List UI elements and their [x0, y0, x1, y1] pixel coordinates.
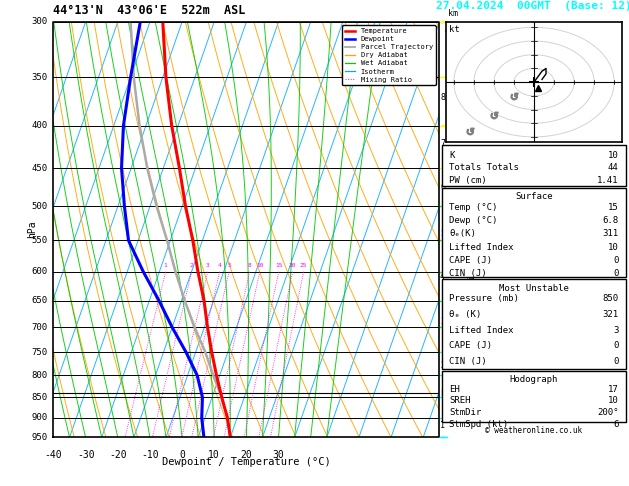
Legend: Temperature, Dewpoint, Parcel Trajectory, Dry Adiabat, Wet Adiabat, Isotherm, Mi: Temperature, Dewpoint, Parcel Trajectory…	[342, 25, 436, 86]
Bar	[442, 188, 626, 278]
Text: 750: 750	[31, 347, 48, 357]
Text: 8: 8	[440, 93, 445, 102]
Text: km: km	[448, 9, 458, 17]
Text: 2: 2	[190, 263, 194, 268]
Text: 0: 0	[613, 357, 618, 366]
Text: 7: 7	[440, 139, 445, 148]
Text: 44: 44	[608, 163, 618, 172]
Text: 200°: 200°	[597, 408, 618, 417]
Text: 600: 600	[31, 267, 48, 276]
Text: Lifted Index: Lifted Index	[450, 243, 514, 252]
Text: hPa: hPa	[27, 221, 37, 239]
Text: CAPE (J): CAPE (J)	[450, 341, 493, 350]
Text: CIN (J): CIN (J)	[450, 357, 487, 366]
Text: Hodograph: Hodograph	[510, 375, 558, 384]
Text: 4: 4	[218, 263, 221, 268]
Text: 3: 3	[206, 263, 209, 268]
Text: 0: 0	[613, 256, 618, 265]
Text: 311: 311	[603, 229, 618, 238]
Text: 850: 850	[31, 393, 48, 402]
Text: -30: -30	[77, 450, 94, 460]
Text: 4: 4	[440, 272, 445, 281]
Text: 350: 350	[31, 73, 48, 82]
Text: 5: 5	[227, 263, 231, 268]
Bar	[442, 279, 626, 369]
Text: StmDir: StmDir	[450, 408, 482, 417]
Text: -20: -20	[109, 450, 126, 460]
Text: 15: 15	[608, 203, 618, 211]
Text: 950: 950	[31, 433, 48, 442]
Bar	[442, 371, 626, 422]
Text: 0: 0	[613, 269, 618, 278]
Bar	[442, 145, 626, 186]
Text: 20: 20	[289, 263, 296, 268]
Text: 6.8: 6.8	[603, 216, 618, 225]
Text: Totals Totals: Totals Totals	[450, 163, 520, 172]
Text: 2: 2	[440, 361, 445, 370]
Text: 5: 5	[440, 229, 445, 238]
Text: 10: 10	[608, 151, 618, 160]
Text: 10: 10	[256, 263, 264, 268]
Text: PW (cm): PW (cm)	[450, 175, 487, 185]
Text: 850: 850	[603, 294, 618, 303]
Text: 0: 0	[613, 341, 618, 350]
Text: 800: 800	[31, 371, 48, 380]
Text: Most Unstable: Most Unstable	[499, 284, 569, 293]
Text: 17: 17	[608, 384, 618, 394]
Text: 6: 6	[613, 419, 618, 429]
Text: Mixing Ratio (g/kg): Mixing Ratio (g/kg)	[468, 207, 477, 295]
Text: 10: 10	[608, 396, 618, 405]
Text: Temp (°C): Temp (°C)	[450, 203, 498, 211]
Text: 8: 8	[248, 263, 252, 268]
Text: K: K	[450, 151, 455, 160]
Text: © weatheronline.co.uk: © weatheronline.co.uk	[486, 426, 582, 435]
Text: 6: 6	[440, 183, 445, 192]
Text: 321: 321	[603, 310, 618, 319]
X-axis label: Dewpoint / Temperature (°C): Dewpoint / Temperature (°C)	[162, 457, 331, 467]
Text: Pressure (mb): Pressure (mb)	[450, 294, 520, 303]
Text: 30: 30	[272, 450, 284, 460]
Text: 650: 650	[31, 296, 48, 305]
Text: CIN (J): CIN (J)	[450, 269, 487, 278]
Text: 15: 15	[275, 263, 282, 268]
Text: 20: 20	[240, 450, 252, 460]
Text: Dewp (°C): Dewp (°C)	[450, 216, 498, 225]
Text: 10: 10	[608, 243, 618, 252]
Text: StmSpd (kt): StmSpd (kt)	[450, 419, 509, 429]
Text: 450: 450	[31, 163, 48, 173]
Text: 1: 1	[164, 263, 167, 268]
Text: 300: 300	[31, 17, 48, 26]
Text: -40: -40	[45, 450, 62, 460]
Text: 400: 400	[31, 121, 48, 130]
Text: 900: 900	[31, 414, 48, 422]
Text: Lifted Index: Lifted Index	[450, 326, 514, 335]
Text: 3: 3	[613, 326, 618, 335]
Text: 550: 550	[31, 236, 48, 245]
Text: EH: EH	[450, 384, 460, 394]
Text: 500: 500	[31, 202, 48, 210]
Text: 1.41: 1.41	[597, 175, 618, 185]
Text: 27.04.2024  00GMT  (Base: 12): 27.04.2024 00GMT (Base: 12)	[436, 1, 629, 12]
Text: 25: 25	[300, 263, 308, 268]
Text: 0: 0	[179, 450, 185, 460]
Text: ASL: ASL	[445, 25, 460, 35]
Text: CAPE (J): CAPE (J)	[450, 256, 493, 265]
Text: 10: 10	[208, 450, 220, 460]
Text: -10: -10	[141, 450, 159, 460]
Text: θₑ (K): θₑ (K)	[450, 310, 482, 319]
Text: Surface: Surface	[515, 192, 553, 201]
Text: SREH: SREH	[450, 396, 471, 405]
Text: 700: 700	[31, 323, 48, 332]
Text: θₑ(K): θₑ(K)	[450, 229, 476, 238]
Text: LCL: LCL	[440, 388, 455, 398]
Text: 44°13'N  43°06'E  522m  ASL: 44°13'N 43°06'E 522m ASL	[53, 4, 246, 17]
Text: 3: 3	[440, 316, 445, 326]
Text: 1: 1	[440, 421, 445, 430]
